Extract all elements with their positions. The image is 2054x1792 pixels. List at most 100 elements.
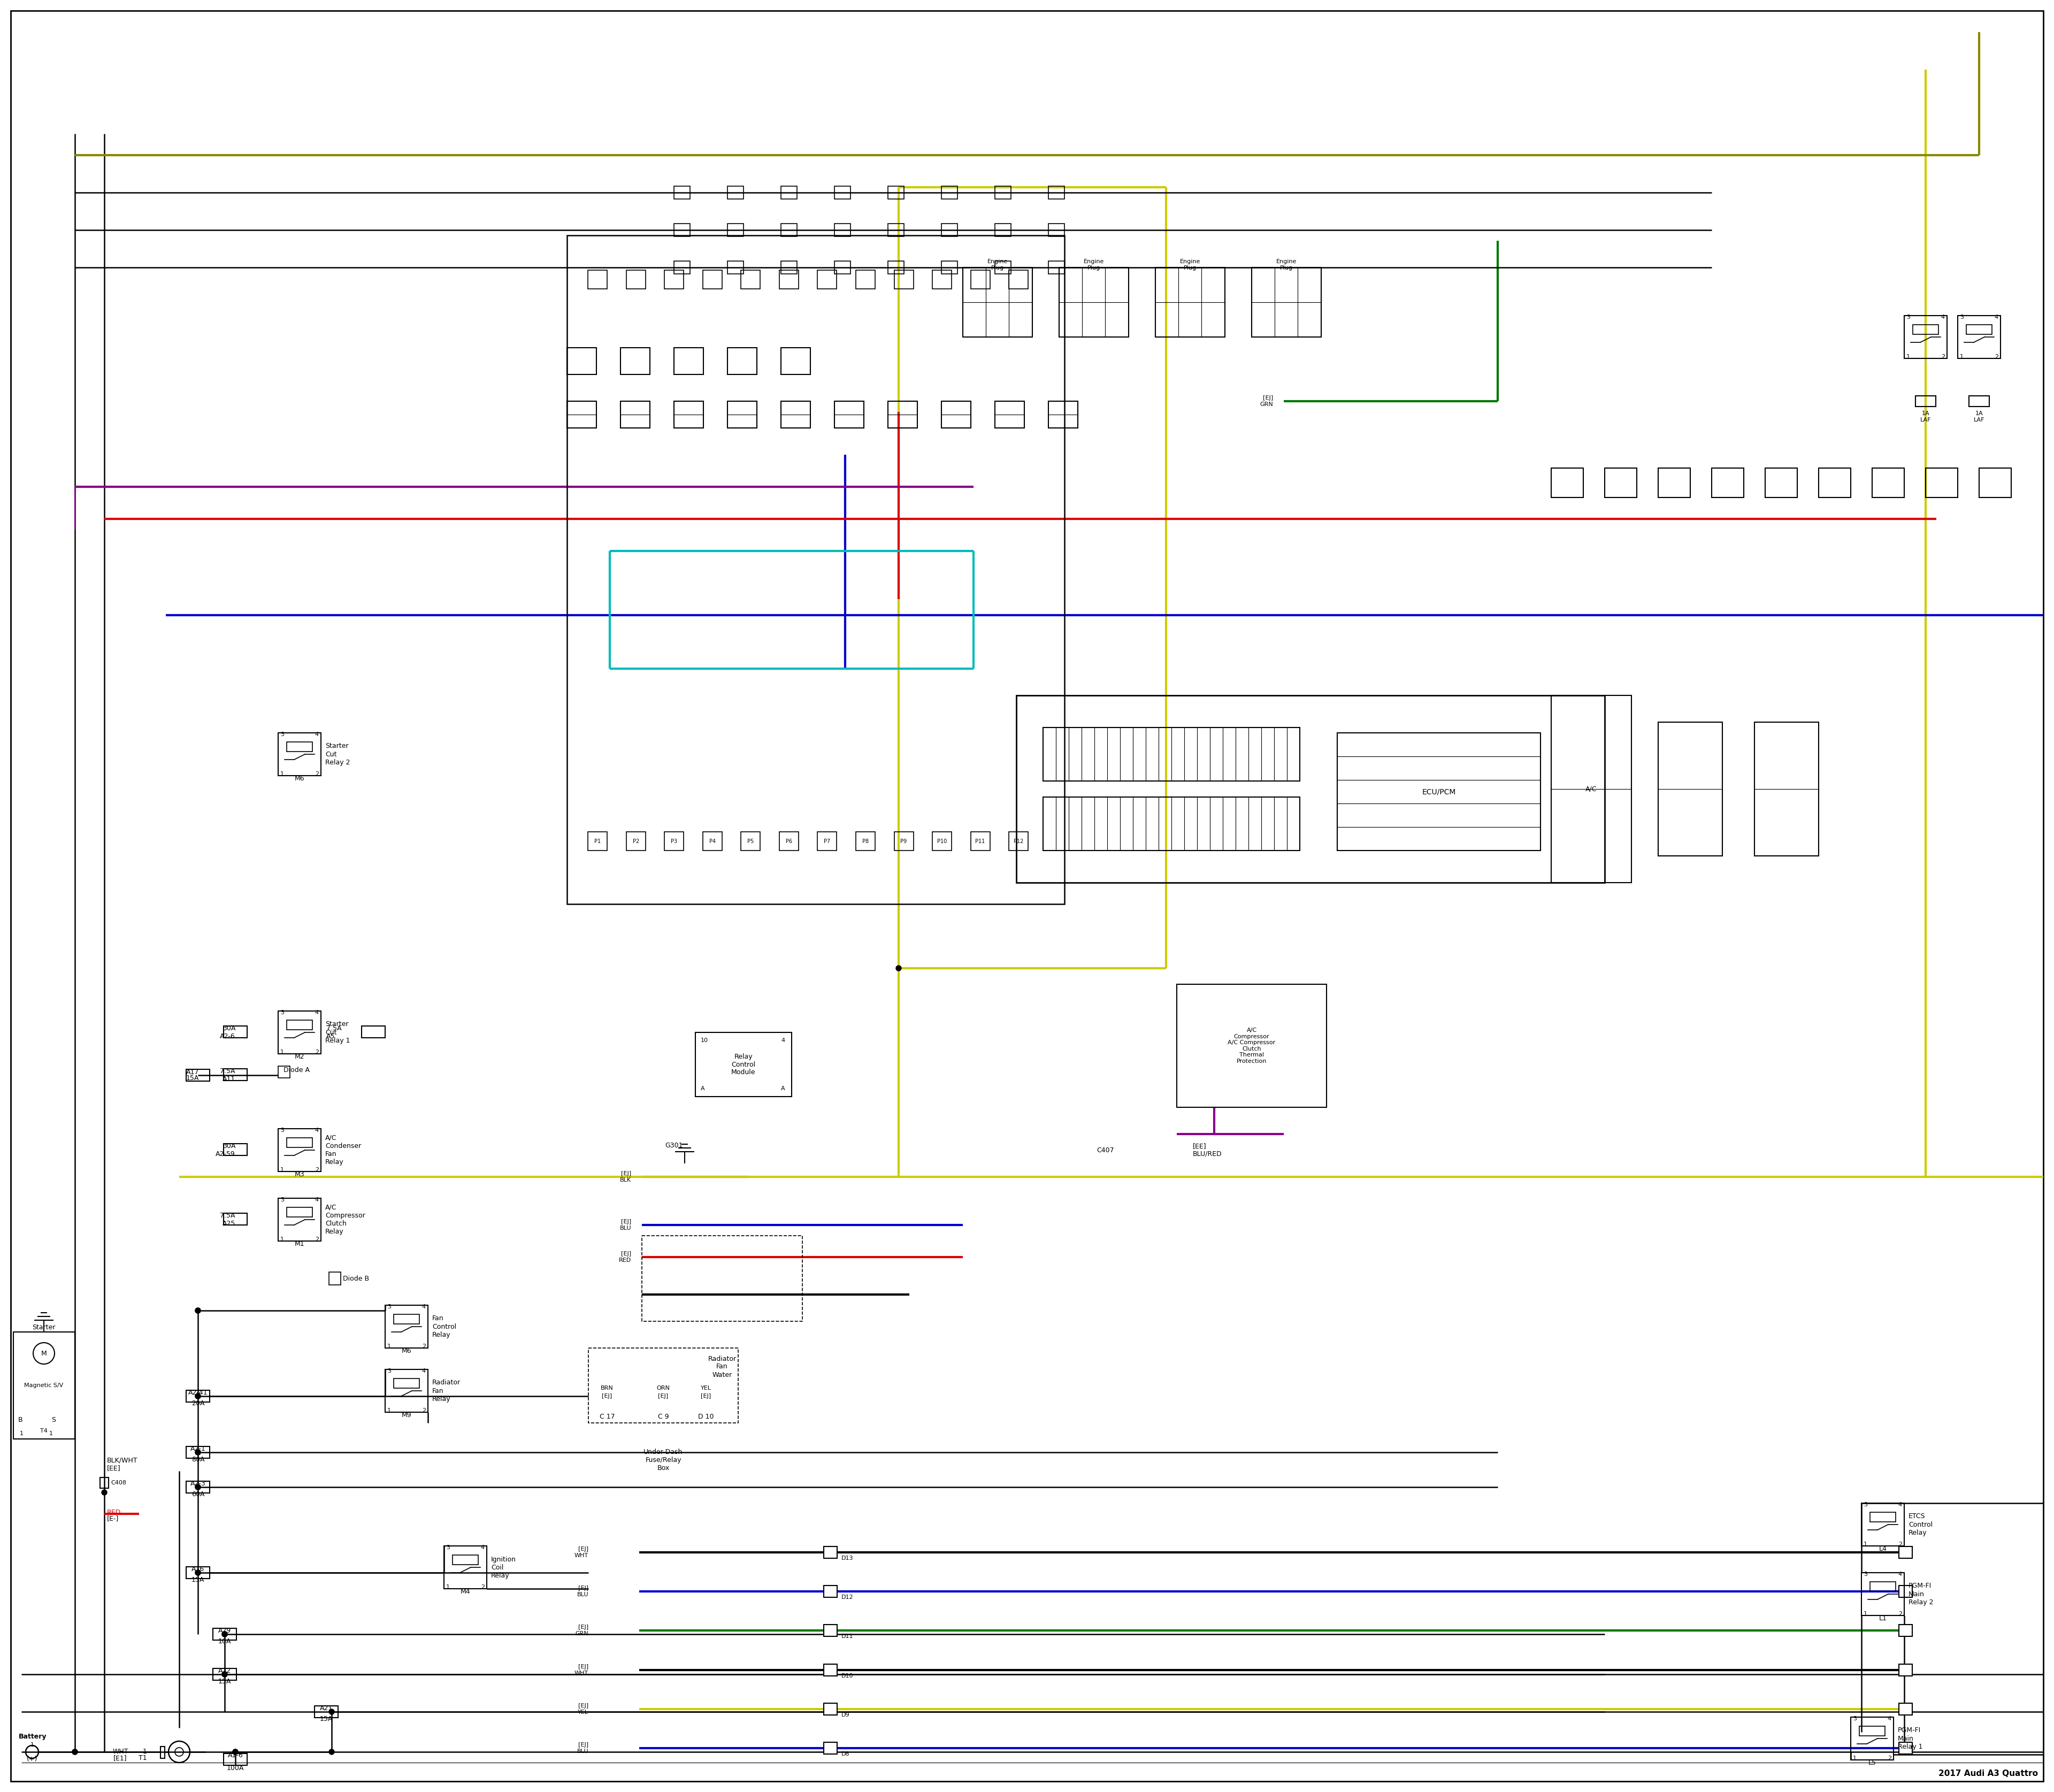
Text: WHT: WHT (113, 1749, 127, 1754)
Circle shape (222, 1672, 228, 1677)
Text: B: B (18, 1417, 23, 1423)
Text: Starter
Cut
Relay 2: Starter Cut Relay 2 (325, 742, 349, 765)
Text: 7.5A
A11: 7.5A A11 (220, 1068, 236, 1082)
Bar (160, 1747, 164, 1758)
Text: 3: 3 (279, 1127, 283, 1133)
Bar (224, 1754, 246, 1765)
Text: P11: P11 (976, 839, 986, 844)
Bar (1711, 468, 1744, 498)
Text: 4: 4 (421, 1305, 425, 1310)
Bar (1017, 695, 1604, 883)
Text: M4: M4 (460, 1588, 470, 1595)
Text: 15A: 15A (218, 1677, 232, 1684)
Text: D8: D8 (842, 1751, 850, 1756)
Bar (994, 186, 1011, 199)
Bar (778, 271, 799, 289)
Text: 1: 1 (49, 1432, 53, 1435)
Text: 2: 2 (314, 1050, 318, 1055)
Text: [EJ]
BLU: [EJ] BLU (577, 1586, 587, 1597)
Circle shape (232, 1749, 238, 1754)
Text: P4: P4 (709, 839, 715, 844)
Text: L1: L1 (1879, 1615, 1888, 1622)
Text: P2: P2 (633, 839, 639, 844)
Bar (834, 186, 850, 199)
Circle shape (195, 1484, 201, 1489)
Bar (314, 1706, 339, 1719)
Text: Under-Dash
Fuse/Relay
Box: Under-Dash Fuse/Relay Box (643, 1450, 682, 1471)
Bar (1048, 262, 1064, 274)
Bar (452, 1555, 479, 1564)
Bar (277, 1066, 290, 1077)
Bar (824, 1625, 838, 1636)
Text: 1: 1 (1863, 1541, 1867, 1546)
Bar (1916, 396, 1935, 407)
Bar (386, 1369, 427, 1412)
Bar (887, 401, 918, 428)
Bar (1009, 831, 1029, 851)
Text: 1: 1 (388, 1409, 390, 1414)
Text: P1: P1 (594, 839, 602, 844)
Text: 1: 1 (388, 1344, 390, 1349)
Bar (824, 1742, 838, 1754)
Circle shape (101, 1489, 107, 1495)
Text: 3: 3 (446, 1545, 450, 1550)
Text: [EJ]
GRN: [EJ] GRN (575, 1625, 587, 1636)
Text: [EJ]: [EJ] (657, 1394, 668, 1400)
Circle shape (222, 1672, 228, 1677)
Circle shape (232, 1749, 238, 1754)
Bar (933, 831, 951, 851)
Text: D9: D9 (842, 1713, 850, 1719)
Text: 7.5A
A5: 7.5A A5 (327, 1025, 341, 1039)
Text: Battery: Battery (18, 1733, 47, 1740)
Bar (741, 831, 760, 851)
Bar (288, 1020, 312, 1030)
Circle shape (195, 1394, 201, 1400)
Text: 4: 4 (314, 1197, 318, 1202)
Text: 2017 Audi A3 Quattro: 2017 Audi A3 Quattro (1939, 1769, 2038, 1778)
Bar (994, 401, 1025, 428)
Text: 1: 1 (31, 1742, 35, 1747)
Bar (817, 831, 836, 851)
Text: 4: 4 (314, 1011, 318, 1016)
Text: D 10: D 10 (698, 1414, 715, 1421)
Bar (587, 271, 608, 289)
Text: P7: P7 (824, 839, 830, 844)
Bar (941, 186, 957, 199)
Bar (101, 1477, 109, 1487)
Text: 10: 10 (700, 1038, 709, 1043)
Text: 3: 3 (279, 731, 283, 737)
Text: D11: D11 (842, 1634, 852, 1640)
Bar (702, 831, 723, 851)
Bar (834, 224, 850, 237)
Text: M3: M3 (294, 1170, 304, 1177)
Text: 2: 2 (481, 1584, 485, 1590)
Circle shape (195, 1570, 201, 1575)
Text: 4: 4 (481, 1545, 485, 1550)
Bar (665, 831, 684, 851)
Text: M9: M9 (401, 1412, 411, 1419)
Text: ETCS
Control
Relay: ETCS Control Relay (1908, 1512, 1933, 1536)
Text: 1: 1 (21, 1432, 23, 1435)
Bar (620, 401, 649, 428)
Bar (187, 1446, 210, 1459)
Text: 3: 3 (279, 1197, 283, 1202)
Text: 4: 4 (421, 1369, 425, 1374)
Text: 100A: 100A (226, 1765, 244, 1772)
Circle shape (195, 1308, 201, 1314)
Bar (1009, 271, 1029, 289)
Text: A/C
Compressor
Clutch
Relay: A/C Compressor Clutch Relay (325, 1204, 366, 1235)
Text: Starter: Starter (33, 1324, 55, 1331)
Text: 2: 2 (314, 1167, 318, 1172)
Text: 60A: 60A (191, 1491, 205, 1498)
Text: RED: RED (107, 1509, 121, 1516)
Text: A: A (700, 1086, 705, 1091)
Bar (702, 271, 723, 289)
Bar (329, 1272, 341, 1285)
Bar (567, 235, 1064, 903)
Bar (1904, 315, 1947, 358)
Text: 2: 2 (314, 771, 318, 776)
Text: 1: 1 (144, 1749, 148, 1754)
Text: 20A: 20A (191, 1400, 205, 1407)
Bar (824, 1702, 838, 1715)
Text: P12: P12 (1013, 839, 1023, 844)
